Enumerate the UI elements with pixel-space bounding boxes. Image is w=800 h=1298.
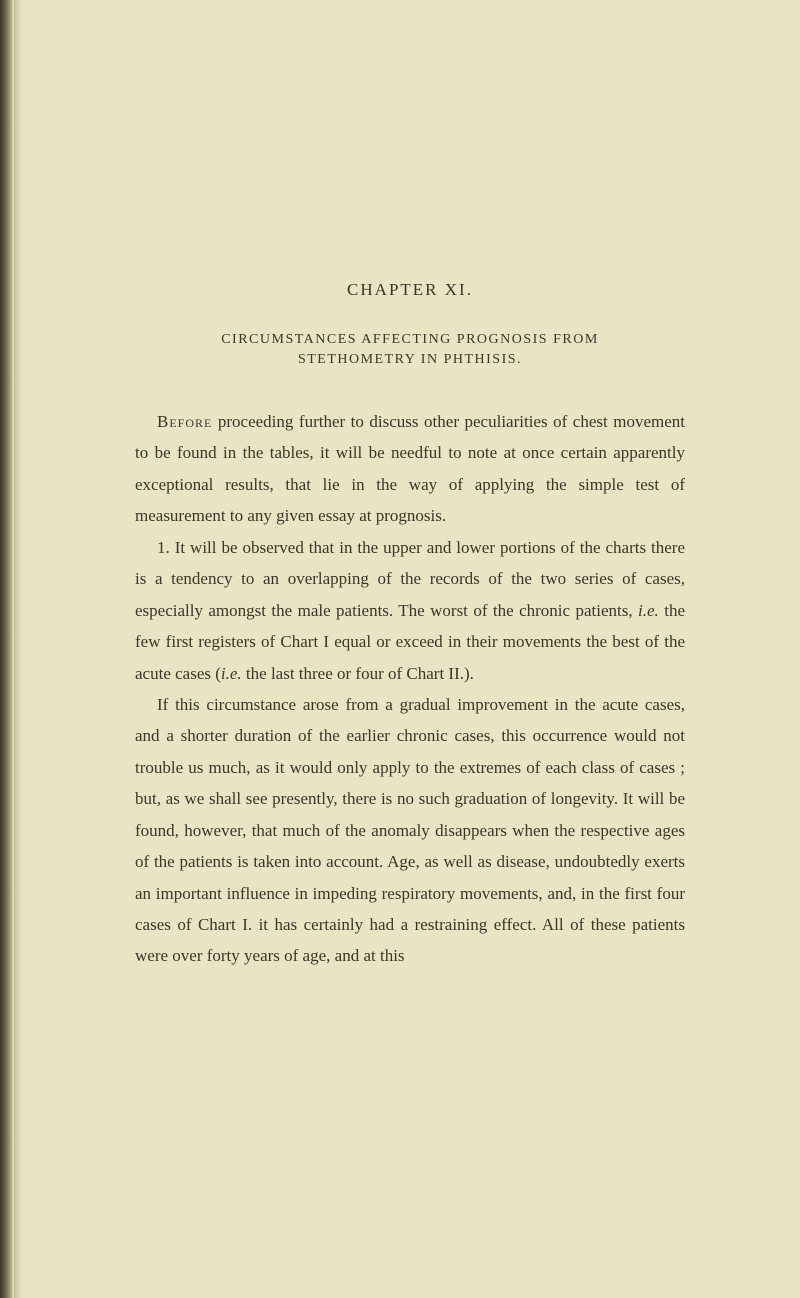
- paragraph-2-part1: 1. It will be observed that in the upper…: [135, 538, 685, 620]
- page-content: CHAPTER XI. CIRCUMSTANCES AFFECTING PROG…: [0, 0, 800, 1298]
- chapter-heading: CHAPTER XI.: [135, 280, 685, 300]
- subtitle-line1: CIRCUMSTANCES AFFECTING PROGNOSIS FROM: [135, 332, 685, 348]
- italic-2: i.e.: [221, 664, 242, 683]
- paragraph-2-part3: the last three or four of Chart II.).: [242, 664, 474, 683]
- subtitle-line2: STETHOMETRY IN PHTHISIS.: [135, 352, 685, 368]
- paragraph-3: If this circumstance arose from a gradua…: [135, 689, 685, 972]
- first-word: Before: [157, 412, 212, 431]
- italic-1: i.e.: [638, 601, 659, 620]
- body-text: Before proceeding further to discuss oth…: [135, 406, 685, 972]
- paragraph-1: Before proceeding further to discuss oth…: [135, 406, 685, 532]
- paragraph-1-rest: proceeding further to discuss other pecu…: [135, 412, 685, 525]
- paragraph-2: 1. It will be observed that in the upper…: [135, 532, 685, 689]
